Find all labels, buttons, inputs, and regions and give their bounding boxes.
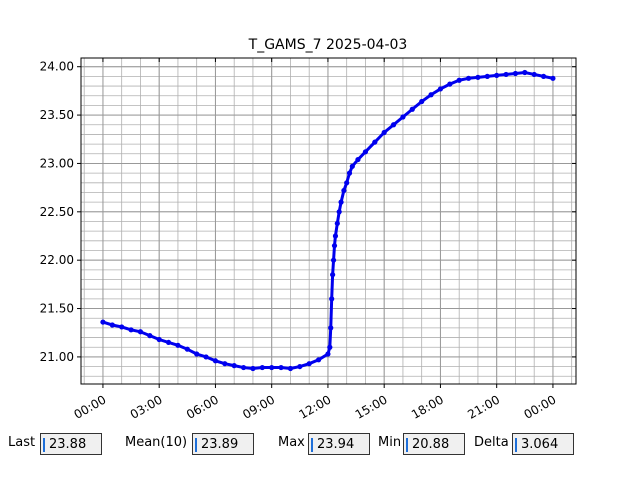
data-point [437, 86, 444, 92]
data-point [346, 170, 353, 176]
data-point [334, 220, 340, 227]
data-point [465, 75, 472, 81]
data-point [119, 324, 125, 330]
x-tick-label: 21:00 [465, 392, 502, 421]
data-point [327, 344, 333, 350]
data-point [231, 363, 237, 369]
data-point [331, 243, 338, 249]
data-point [240, 364, 247, 371]
data-point [137, 329, 144, 335]
x-tick-label: 09:00 [240, 392, 277, 421]
stat-value-box[interactable]: 23.94 [308, 433, 370, 455]
data-point [456, 77, 462, 83]
data-point [362, 149, 369, 155]
data-point [330, 272, 336, 278]
stat-value-box[interactable]: 3.064 [512, 433, 574, 455]
data-point [109, 322, 115, 328]
data-point [531, 71, 537, 78]
x-tick-label: 12:00 [296, 392, 333, 421]
data-point [165, 339, 172, 346]
data-point [447, 81, 453, 87]
data-point [390, 122, 397, 128]
y-tick-label: 22.50 [40, 205, 74, 219]
data-point [381, 129, 387, 136]
data-point [184, 346, 190, 352]
data-point [128, 327, 134, 333]
y-tick-label: 23.00 [40, 156, 74, 170]
y-tick-label: 21.00 [40, 350, 74, 364]
data-point [355, 156, 361, 163]
data-point [329, 296, 335, 302]
data-point [344, 180, 350, 186]
plot-frame [80, 57, 577, 385]
data-point [297, 363, 303, 370]
x-tick-label: 00:00 [71, 392, 108, 421]
data-point [330, 257, 337, 263]
data-point [100, 319, 106, 325]
stat-value-box[interactable]: 20.88 [403, 433, 465, 455]
data-point [175, 342, 181, 348]
data-point [341, 187, 347, 194]
data-point [484, 73, 490, 79]
data-point [550, 75, 556, 81]
data-point [287, 365, 294, 372]
stat-label: Mean(10) [125, 435, 188, 450]
y-tick-label: 23.50 [40, 108, 74, 122]
data-point [156, 336, 162, 343]
stat-label: Min [378, 435, 402, 450]
x-tick-label: 06:00 [184, 392, 221, 421]
data-point [222, 361, 228, 367]
data-point [203, 354, 209, 360]
y-tick-label: 24.00 [40, 60, 74, 74]
stat-label: Last [8, 435, 36, 450]
data-point [278, 364, 284, 371]
x-tick-label: 03:00 [128, 392, 165, 421]
data-point [306, 361, 312, 367]
data-point [250, 365, 256, 372]
data-point [419, 98, 425, 105]
chart-title: T_GAMS_7 2025-04-03 [248, 37, 408, 53]
data-point [349, 163, 355, 169]
data-point [328, 325, 334, 331]
data-point [512, 70, 519, 77]
data-point [269, 364, 275, 371]
data-point [503, 71, 509, 78]
chart: T_GAMS_7 2025-04-03 21.00 21.50 22.00 22.50… [40, 37, 577, 422]
data-point [194, 351, 200, 357]
data-point [475, 74, 481, 80]
stat-value-box[interactable]: 23.88 [40, 433, 102, 455]
y-tick-label: 21.50 [40, 302, 74, 316]
data-point [212, 358, 219, 364]
data-point [522, 69, 528, 76]
data-point [259, 364, 265, 371]
data-point [540, 73, 547, 79]
data-point [332, 233, 339, 239]
stat-value-box[interactable]: 23.89 [192, 433, 254, 455]
data-point [325, 351, 331, 357]
x-tick-label: 15:00 [353, 392, 390, 421]
stat-label: Delta [474, 435, 509, 450]
data-point [372, 139, 378, 145]
data-point [315, 357, 322, 363]
data-point [147, 333, 153, 339]
data-point [338, 199, 344, 205]
data-point [428, 92, 434, 98]
x-tick-label: 18:00 [409, 392, 446, 421]
y-tick-label: 22.00 [40, 253, 74, 267]
data-point [409, 106, 415, 112]
data-point [336, 209, 342, 215]
x-tick-label: 00:00 [521, 392, 558, 421]
data-point [494, 72, 500, 79]
stat-label: Max [278, 435, 305, 450]
data-point [400, 114, 406, 120]
